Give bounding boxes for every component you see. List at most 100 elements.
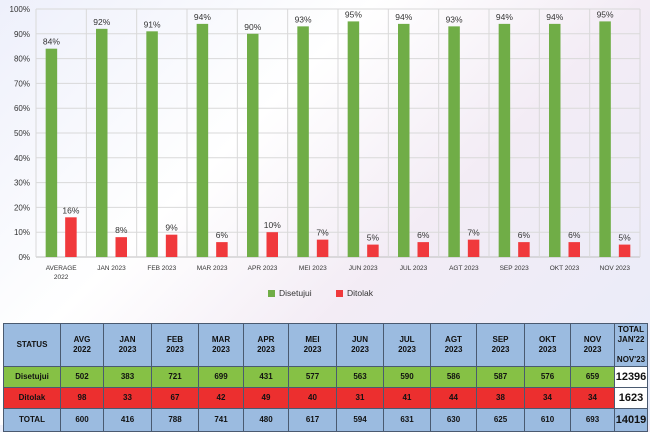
- bar-ditolak: [467, 239, 480, 257]
- x-tick-label: JAN 2023: [97, 265, 126, 272]
- y-tick-label: 70%: [14, 79, 30, 88]
- y-axis-ticks: 0% 10% 20% 30% 40% 50% 60% 70% 80% 90% 100%: [10, 5, 30, 262]
- bar-disetujui: [498, 23, 511, 257]
- y-tick-label: 100%: [10, 5, 30, 14]
- header-cell: APR 2023: [243, 323, 289, 367]
- data-label: 90%: [244, 22, 261, 32]
- table-cell: 67: [151, 387, 199, 409]
- total-cell: 12396: [614, 366, 648, 388]
- bar-disetujui: [146, 31, 158, 257]
- data-label: 7%: [467, 228, 480, 238]
- legend-swatch-ditolak: [336, 290, 343, 297]
- table-cell: 41: [383, 387, 431, 409]
- table-cell: 741: [198, 408, 244, 432]
- data-label: 5%: [618, 233, 631, 243]
- x-axis-ticks: AVERAGE 2022 JAN 2023 FEB 2023 MAR 2023 APR 2…: [46, 265, 631, 281]
- table-cell: 34: [570, 387, 615, 409]
- x-tick-label: JUL 2023: [400, 265, 428, 272]
- y-tick-label: 0%: [18, 253, 30, 262]
- status-header: STATUS: [3, 323, 61, 367]
- table-row-ditolak: Ditolak 98 33 67 42 49 40 31 41 44 38 34…: [3, 387, 648, 409]
- bar-ditolak: [316, 239, 329, 257]
- bar-ditolak: [367, 244, 379, 257]
- x-tick-label: MAR 2023: [197, 265, 228, 272]
- data-label: 95%: [597, 9, 614, 19]
- data-label: 6%: [216, 230, 229, 240]
- data-label: 93%: [446, 14, 463, 24]
- data-label: 6%: [568, 230, 581, 240]
- bar-disetujui: [347, 21, 360, 258]
- bar-disetujui: [448, 26, 460, 257]
- table-cell: 693: [570, 408, 615, 432]
- table-cell: 34: [524, 387, 571, 409]
- bar-disetujui: [96, 28, 108, 258]
- table-cell: 33: [103, 387, 152, 409]
- table-cell: 576: [524, 366, 571, 388]
- table-row-total: TOTAL 600 416 788 741 480 617 594 631 63…: [3, 408, 648, 432]
- bar-disetujui: [247, 33, 259, 257]
- legend-label-ditolak: Ditolak: [347, 288, 374, 298]
- header-cell: MEI 2023: [288, 323, 337, 367]
- data-label: 93%: [295, 14, 312, 24]
- data-label: 6%: [417, 230, 430, 240]
- table-cell: 617: [288, 408, 337, 432]
- total-cell: 1623: [614, 387, 648, 409]
- data-label: 16%: [62, 205, 79, 215]
- table-cell: 563: [336, 366, 384, 388]
- y-tick-label: 20%: [14, 203, 30, 212]
- header-cell: AVG 2022: [60, 323, 104, 367]
- table-cell: 49: [243, 387, 289, 409]
- y-tick-label: 10%: [14, 228, 30, 237]
- bar-disetujui: [599, 21, 611, 258]
- table-cell: 630: [430, 408, 477, 432]
- header-cell: JAN 2023: [103, 323, 152, 367]
- table-cell: 590: [383, 366, 431, 388]
- table-cell: 502: [60, 366, 104, 388]
- y-tick-label: 40%: [14, 154, 30, 163]
- row-label: TOTAL: [3, 408, 61, 432]
- bar-ditolak: [266, 232, 278, 257]
- x-tick-label: SEP 2023: [500, 265, 530, 272]
- x-tick-label: AGT 2023: [449, 265, 479, 272]
- table-cell: 577: [288, 366, 337, 388]
- x-tick-label: FEB 2023: [147, 265, 176, 272]
- table-cell: 383: [103, 366, 152, 388]
- data-label: 6%: [518, 230, 531, 240]
- header-cell: OKT 2023: [524, 323, 571, 367]
- data-label: 92%: [93, 17, 110, 27]
- bar-ditolak: [417, 242, 429, 257]
- bar-disetujui: [45, 48, 58, 258]
- x-tick-label: OKT 2023: [550, 265, 580, 272]
- header-cell: NOV 2023: [570, 323, 615, 367]
- bars: [45, 21, 631, 258]
- x-tick-label: AVERAGE 2022: [46, 265, 78, 281]
- legend: Disetujui Ditolak: [268, 288, 374, 298]
- row-label: Disetujui: [3, 366, 61, 388]
- chart-gridlines: [35, 8, 641, 258]
- x-tick-label: APR 2023: [248, 265, 278, 272]
- y-tick-label: 30%: [14, 179, 30, 188]
- bar-disetujui: [549, 23, 561, 257]
- bar-chart: 0% 10% 20% 30% 40% 50% 60% 70% 80% 90% 100% 84% 16%…: [10, 5, 641, 298]
- bar-ditolak: [65, 217, 77, 257]
- table-cell: 98: [60, 387, 104, 409]
- bar-disetujui: [297, 26, 309, 257]
- bar-ditolak: [216, 242, 228, 257]
- legend-label-disetujui: Disetujui: [279, 288, 312, 298]
- table-row-disetujui: Disetujui 502 383 721 699 431 577 563 59…: [3, 366, 648, 388]
- y-tick-label: 90%: [14, 30, 30, 39]
- table-header-row: STATUS AVG 2022 JAN 2023 FEB 2023 MAR 20…: [3, 323, 648, 367]
- header-cell: FEB 2023: [151, 323, 199, 367]
- data-label: 10%: [264, 220, 281, 230]
- data-labels: 84% 16% 92% 8% 91% 9% 94% 6% 90% 10% 93% 7% 95% 5% 94%…: [43, 9, 631, 242]
- bar-disetujui: [398, 23, 410, 257]
- x-tick-label: NOV 2023: [600, 265, 631, 272]
- data-label: 84%: [43, 37, 60, 47]
- header-cell: MAR 2023: [198, 323, 244, 367]
- y-tick-label: 80%: [14, 55, 30, 64]
- table-cell: 631: [383, 408, 431, 432]
- table-cell: 416: [103, 408, 152, 432]
- data-label: 94%: [496, 12, 513, 22]
- table-cell: 659: [570, 366, 615, 388]
- table-cell: 594: [336, 408, 384, 432]
